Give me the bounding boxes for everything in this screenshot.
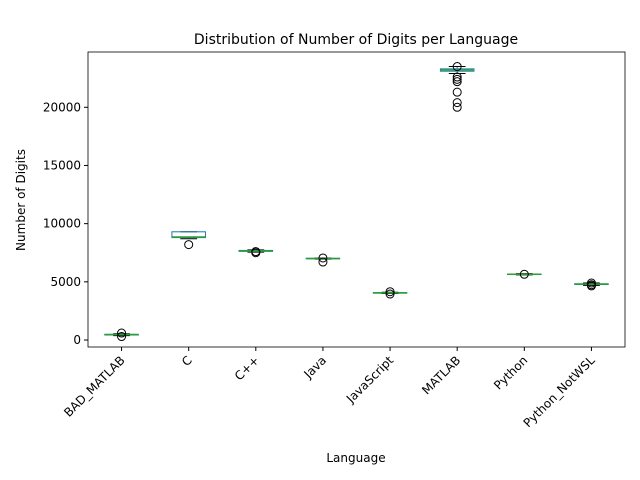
outlier [452, 102, 462, 112]
x-axis-label: Language [326, 451, 385, 465]
outlier [452, 62, 462, 72]
y-tick-label: 5000 [50, 275, 81, 289]
outlier [452, 72, 462, 82]
outlier [117, 328, 127, 338]
chart-title: Distribution of Number of Digits per Lan… [194, 32, 518, 48]
x-tick-label: C [179, 353, 195, 369]
x-tick-label: BAD_MATLAB [61, 353, 128, 420]
x-tick-label: Python_NotWSL [521, 353, 598, 430]
x-tick-label: Java [301, 353, 330, 382]
outlier [452, 87, 462, 97]
y-tick-label: 10000 [43, 217, 81, 231]
x-tick-label: Python [491, 353, 530, 392]
x-tick-label: MATLAB [419, 353, 463, 397]
outlier [385, 289, 395, 299]
outlier [452, 77, 462, 87]
outlier [318, 253, 328, 263]
y-tick-label: 0 [73, 333, 81, 347]
outlier [586, 278, 596, 288]
outlier [452, 74, 462, 84]
outlier [385, 287, 395, 297]
y-tick-label: 15000 [43, 158, 81, 172]
outlier [117, 332, 127, 342]
outlier [452, 98, 462, 108]
outlier [184, 240, 194, 250]
plot-frame [87, 51, 626, 348]
outlier [251, 247, 261, 257]
x-tick-label: C++ [232, 353, 262, 383]
outlier [318, 257, 328, 267]
x-tick-label: JavaScript [343, 353, 396, 406]
y-tick-label: 20000 [43, 100, 81, 114]
y-axis-label: Number of Digits [14, 149, 28, 251]
outlier [519, 269, 529, 279]
